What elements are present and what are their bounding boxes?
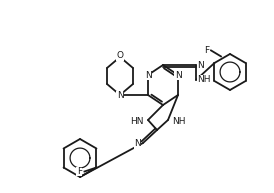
Text: N: N <box>175 70 181 80</box>
Text: NH: NH <box>172 117 185 125</box>
Text: O: O <box>116 52 124 60</box>
Text: N: N <box>145 70 151 80</box>
Text: F: F <box>77 167 82 176</box>
Text: N: N <box>117 91 123 101</box>
Text: N: N <box>134 140 141 148</box>
Text: HN: HN <box>130 117 144 125</box>
Text: N: N <box>197 60 204 69</box>
Text: NH: NH <box>197 75 210 85</box>
Text: F: F <box>204 46 210 55</box>
